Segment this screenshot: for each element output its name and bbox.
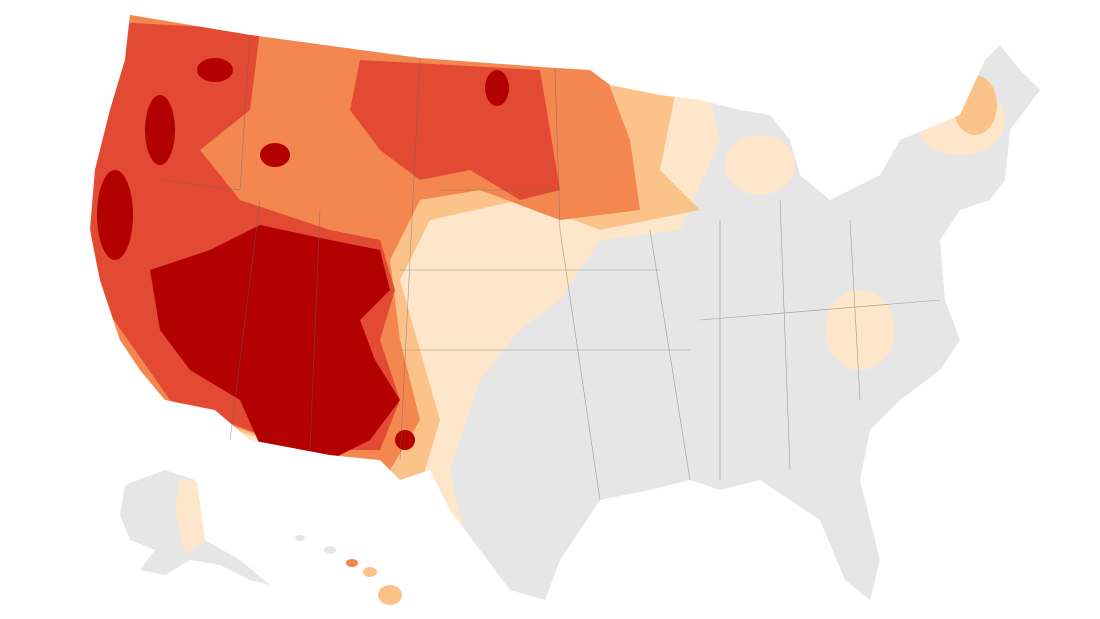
drought-d0: [725, 135, 795, 195]
drought-d4: [260, 143, 290, 167]
drought-d4: [150, 225, 400, 460]
state-borders: [159, 34, 941, 501]
drought-d1: [953, 75, 997, 135]
drought-d4: [97, 170, 133, 260]
alaska-drought: [175, 478, 205, 555]
drought-layers: [90, 15, 1005, 560]
hawaii: [295, 535, 402, 605]
drought-d0: [825, 290, 895, 370]
drought-d4: [145, 95, 175, 165]
drought-d4: [197, 58, 233, 82]
drought-d4: [485, 70, 509, 106]
drought-d4: [395, 430, 415, 450]
